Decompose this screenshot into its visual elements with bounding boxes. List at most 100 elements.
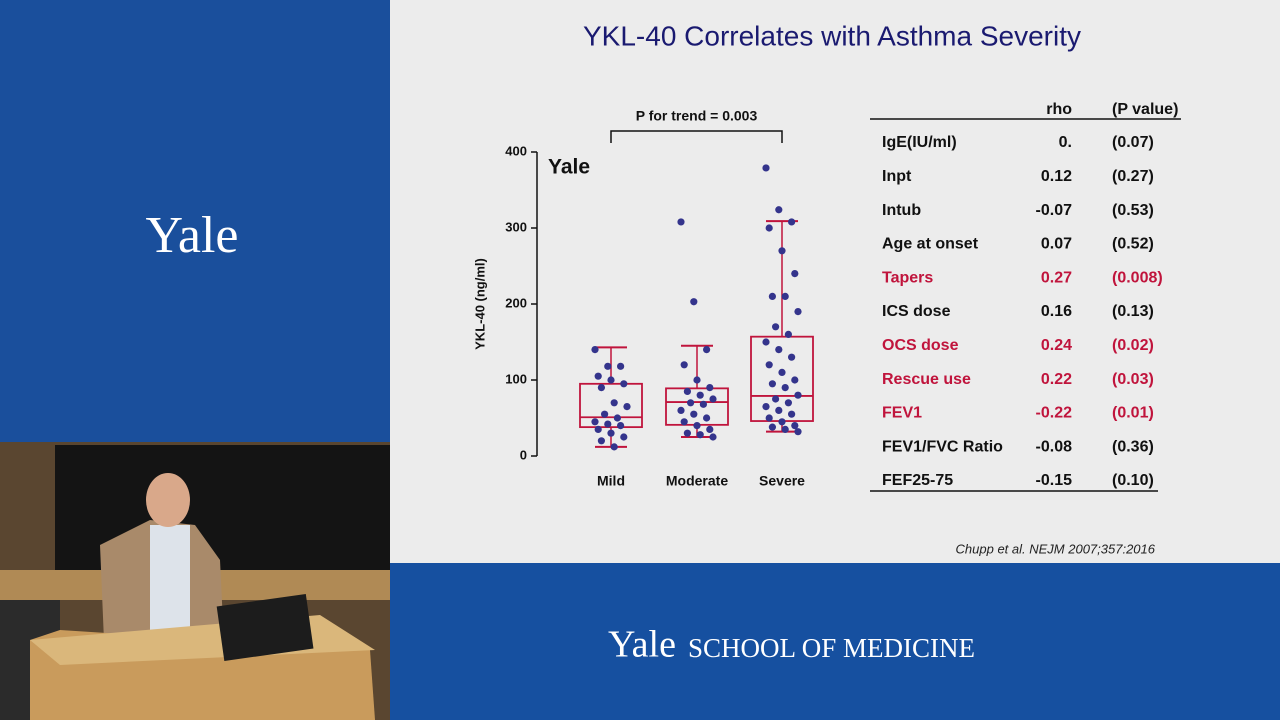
slide-title: YKL-40 Correlates with Asthma Severity	[583, 20, 1081, 51]
data-point	[703, 414, 711, 422]
sidebar-logo: Yale	[146, 207, 239, 264]
row-label: Tapers	[882, 269, 933, 286]
data-point	[620, 433, 628, 441]
data-point	[613, 414, 622, 422]
y-tick-label: 200	[505, 295, 527, 310]
data-point	[696, 391, 704, 399]
data-point	[775, 406, 783, 414]
x-tick-label: Moderate	[666, 473, 728, 489]
trend-bracket	[610, 130, 783, 143]
data-point	[690, 410, 698, 418]
p-value: (0.52)	[1112, 236, 1154, 253]
p-value: (0.13)	[1112, 303, 1154, 320]
data-point	[706, 425, 714, 433]
p-value: (0.36)	[1112, 438, 1154, 455]
data-point	[762, 338, 770, 346]
data-point	[781, 384, 789, 392]
data-point	[604, 362, 612, 370]
data-point	[699, 400, 708, 408]
data-point	[620, 380, 628, 388]
data-point	[601, 410, 609, 418]
data-point	[607, 429, 615, 437]
p-value: (0.008)	[1112, 269, 1163, 286]
data-point	[683, 429, 692, 437]
data-point	[693, 376, 701, 384]
data-point	[703, 346, 711, 354]
p-value: (0.02)	[1112, 337, 1154, 354]
data-point	[591, 418, 599, 426]
p-value: (0.27)	[1112, 168, 1154, 185]
slide	[390, 0, 1280, 563]
data-point	[762, 164, 770, 172]
data-point	[709, 433, 717, 441]
data-point	[794, 428, 802, 436]
data-point	[794, 391, 802, 399]
data-point	[617, 422, 625, 430]
row-label: FEF25-75	[882, 472, 953, 489]
data-point	[709, 395, 717, 403]
data-point	[772, 323, 780, 331]
data-point	[591, 346, 599, 354]
row-label: Rescue use	[882, 371, 971, 388]
inset-label: Yale	[548, 156, 590, 179]
sidebar	[0, 0, 390, 442]
rho-value: 0.07	[1041, 236, 1072, 253]
y-tick-label: 300	[505, 219, 527, 234]
y-tick-label: 400	[505, 143, 527, 158]
data-point	[696, 431, 704, 439]
data-point	[683, 387, 692, 395]
y-tick-label: 100	[505, 371, 527, 386]
data-point	[623, 403, 631, 411]
data-point	[762, 403, 770, 411]
row-label: FEV1	[882, 405, 922, 422]
data-point	[784, 399, 793, 407]
p-value: (0.07)	[1112, 134, 1154, 151]
rho-value: 0.24	[1041, 337, 1072, 354]
rho-value: 0.	[1059, 134, 1072, 151]
rho-value: -0.15	[1036, 472, 1073, 489]
data-point	[775, 346, 783, 354]
data-point	[791, 270, 799, 278]
data-point	[690, 298, 698, 306]
data-point	[772, 395, 780, 403]
p-value: (0.01)	[1112, 405, 1154, 422]
data-point	[677, 406, 685, 414]
row-label: FEV1/FVC Ratio	[882, 438, 1003, 455]
box-plot: 0 100 200 300 400 YKL-40 (ng/ml) Yale P for tre…	[472, 108, 814, 489]
data-point	[765, 361, 773, 369]
x-tick-label: Severe	[759, 473, 805, 489]
data-point	[765, 414, 773, 422]
row-label: ICS dose	[882, 303, 951, 320]
correlation-table: rho (P value) IgE(IU/ml) 0. (0.07) Inpt 0.12 (0…	[870, 101, 1181, 492]
y-axis-label: YKL-40 (ng/ml)	[472, 258, 487, 350]
p-value: (0.53)	[1112, 202, 1154, 219]
data-point	[775, 206, 783, 214]
y-tick-label: 0	[520, 447, 527, 462]
trend-annotation: P for trend = 0.003	[636, 108, 758, 124]
citation: Chupp et al. NEJM 2007;357:2016	[956, 541, 1156, 556]
row-label: OCS dose	[882, 337, 959, 354]
data-point	[788, 353, 796, 361]
data-point	[794, 308, 802, 316]
box	[579, 382, 643, 429]
data-point	[610, 399, 618, 407]
data-point	[778, 418, 786, 426]
data-point	[604, 420, 612, 428]
data-point	[778, 247, 786, 255]
p-value: (0.03)	[1112, 371, 1154, 388]
video	[0, 442, 390, 720]
banner-logo: Yale	[608, 624, 676, 666]
data-point	[617, 362, 625, 370]
row-label: IgE(IU/ml)	[882, 134, 957, 151]
data-point	[765, 224, 773, 232]
data-point	[781, 292, 789, 300]
banner	[390, 563, 1280, 720]
data-point	[768, 292, 777, 300]
rho-value: 0.22	[1041, 371, 1072, 388]
data-point	[791, 422, 799, 430]
p-value: (0.10)	[1112, 472, 1154, 489]
rho-value: 0.16	[1041, 303, 1072, 320]
column-header: (P value)	[1112, 101, 1178, 118]
